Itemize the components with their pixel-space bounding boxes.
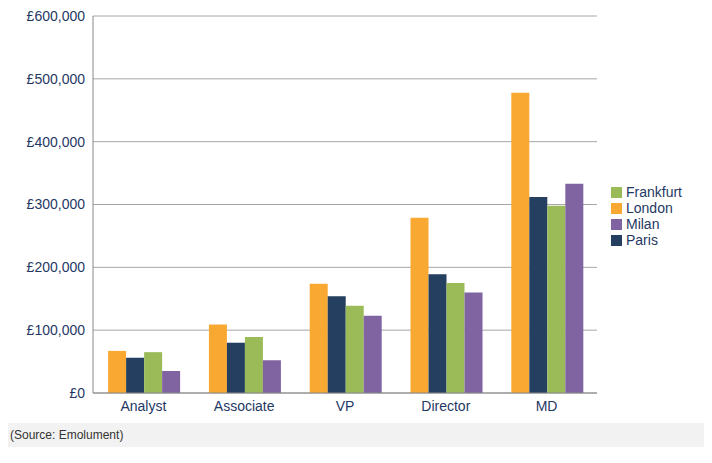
svg-text:VP: VP [336,398,355,414]
html-text:Frankfurt: Frankfurt [626,183,682,200]
svg-text:MD: MD [536,398,558,414]
svg-text:Analyst: Analyst [120,398,166,414]
svg-text:Director: Director [421,398,470,414]
html-text:London: London [626,199,673,216]
svg-text:£0: £0 [69,385,85,401]
svg-text:£300,000: £300,000 [27,196,86,212]
svg-text:£100,000: £100,000 [27,322,86,338]
svg-text:Associate: Associate [214,398,275,414]
svg-text:£200,000: £200,000 [27,259,86,275]
html-text:Paris: Paris [626,231,658,248]
svg-text:£600,000: £600,000 [27,8,86,24]
svg-text:£500,000: £500,000 [27,71,86,87]
svg-text:£400,000: £400,000 [27,134,86,150]
html-text:(Source: Emolument): (Source: Emolument) [10,428,124,442]
html-text:Milan: Milan [626,215,660,232]
